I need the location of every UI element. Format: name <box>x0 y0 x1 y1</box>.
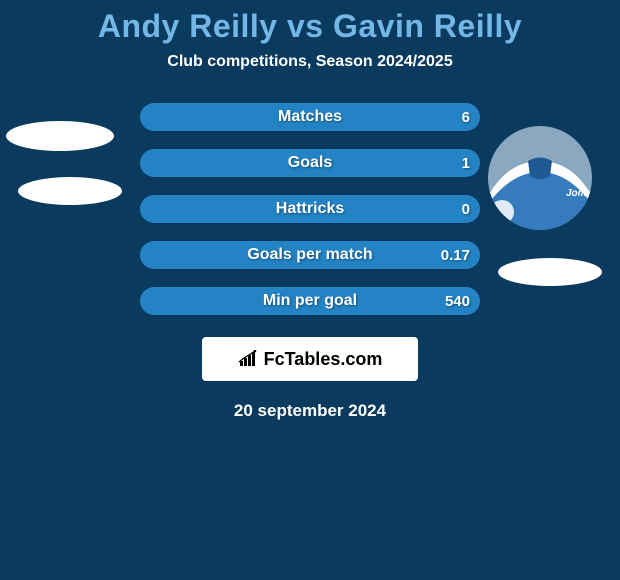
stat-label: Hattricks <box>276 200 344 218</box>
stat-label: Goals per match <box>247 246 372 264</box>
stat-row-min-per-goal: Min per goal 540 <box>140 287 480 315</box>
date-text: 20 september 2024 <box>0 401 620 421</box>
stat-row-hattricks: Hattricks 0 <box>140 195 480 223</box>
player-right-avatar: Joma <box>488 126 592 230</box>
stat-row-goals: Goals 1 <box>140 149 480 177</box>
stat-rows: Matches 6 Goals 1 Hattricks 0 Goals per … <box>140 103 480 315</box>
player-right-ellipse <box>498 258 602 286</box>
player-left-ellipse-2 <box>18 177 122 205</box>
subtitle: Club competitions, Season 2024/2025 <box>0 53 620 71</box>
svg-text:Joma: Joma <box>566 188 592 199</box>
comparison-widget: Andy Reilly vs Gavin Reilly Club competi… <box>0 0 620 580</box>
stat-row-goals-per-match: Goals per match 0.17 <box>140 241 480 269</box>
stat-value-right: 0.17 <box>441 247 470 264</box>
stat-label: Min per goal <box>263 292 357 310</box>
logo-box: FcTables.com <box>202 337 418 381</box>
stat-row-matches: Matches 6 <box>140 103 480 131</box>
logo-text: FcTables.com <box>264 349 383 370</box>
stat-value-right: 540 <box>445 293 470 310</box>
bar-chart-icon <box>238 350 260 368</box>
jersey-icon: Joma <box>488 126 592 230</box>
stat-label: Matches <box>278 108 342 126</box>
stats-area: Joma Matches 6 Goals 1 Hattricks 0 <box>0 103 620 315</box>
player-left-ellipse-1 <box>6 121 114 151</box>
stat-value-right: 0 <box>462 201 470 218</box>
stat-value-right: 1 <box>462 155 470 172</box>
logo: FcTables.com <box>238 349 383 370</box>
stat-label: Goals <box>288 154 332 172</box>
page-title: Andy Reilly vs Gavin Reilly <box>0 0 620 45</box>
stat-value-right: 6 <box>462 109 470 126</box>
